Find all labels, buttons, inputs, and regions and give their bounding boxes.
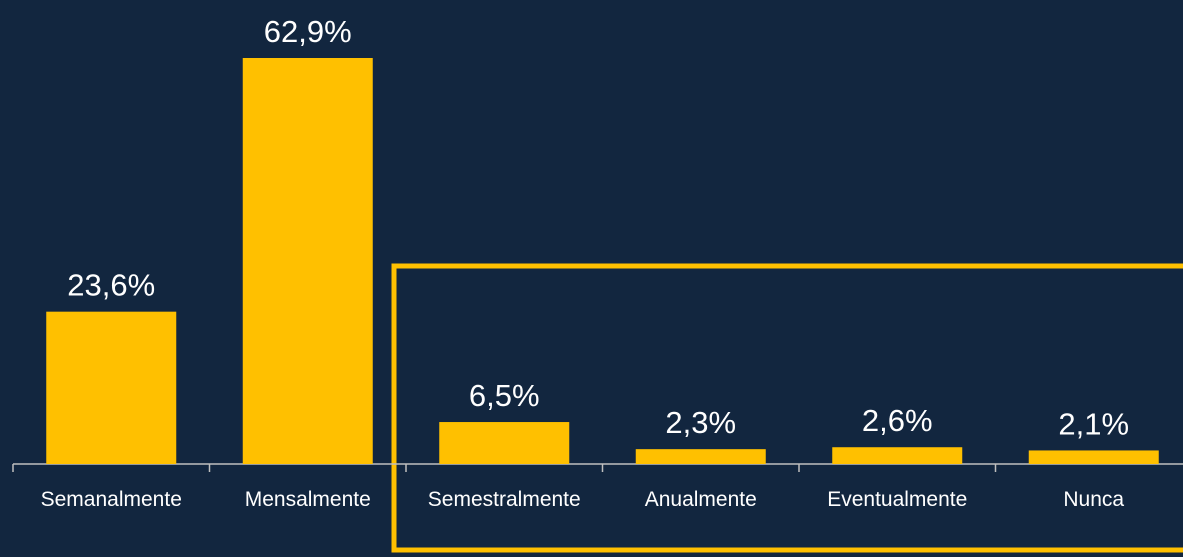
bar xyxy=(832,447,963,464)
bar xyxy=(46,311,177,464)
x-tick-label: Semestralmente xyxy=(428,488,581,511)
value-label: 23,6% xyxy=(67,268,155,303)
bar xyxy=(635,449,766,464)
bar xyxy=(439,422,570,464)
x-tick-label: Nunca xyxy=(1063,488,1124,511)
highlight-box xyxy=(391,263,1183,553)
value-label: 62,9% xyxy=(264,14,352,49)
x-tick-label: Semanalmente xyxy=(41,488,182,511)
bar xyxy=(242,58,373,464)
bar xyxy=(1028,450,1159,464)
value-label: 2,3% xyxy=(665,405,736,440)
value-label: 6,5% xyxy=(469,378,540,413)
x-tick-label: Mensalmente xyxy=(245,488,371,511)
x-tick-label: Eventualmente xyxy=(827,488,967,511)
value-label: 2,1% xyxy=(1058,406,1129,441)
x-tick-label: Anualmente xyxy=(645,488,757,511)
value-label: 2,6% xyxy=(862,403,933,438)
